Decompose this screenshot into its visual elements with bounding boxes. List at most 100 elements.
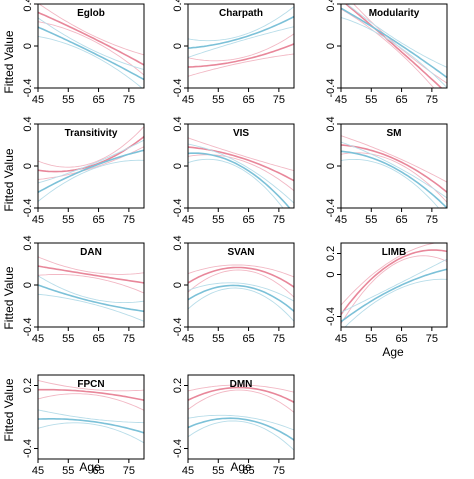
y-tick-label-dan: -0.4 — [22, 318, 34, 337]
panel-title-modularity: Modularity — [369, 8, 420, 19]
band-upper-pink-charpath — [188, 33, 294, 62]
y-tick-label-vis: 0.4 — [172, 116, 184, 131]
series-line-pink-dmn — [188, 386, 294, 404]
x-tick-label-fpcn: 75 — [123, 465, 135, 477]
plot-frame-dmn — [187, 374, 295, 460]
x-tick-label-dan: 55 — [62, 333, 74, 345]
band-upper-blue-dan — [38, 275, 144, 304]
band-upper-pink-dan — [38, 256, 144, 275]
y-tick-label-eglob: -0.4 — [22, 79, 34, 98]
y-tick-label-svan: 0.4 — [172, 235, 184, 250]
band-lower-blue-dmn — [188, 420, 294, 451]
x-tick-label-transitivity: 65 — [92, 214, 104, 226]
band-upper-blue-eglob — [38, 17, 144, 70]
y-tick-label-limb: -0.4 — [325, 307, 337, 326]
y-tick-label-svan: 0 — [172, 282, 184, 288]
panel-eglob: Eglob 45 55 65 75 -0.4 0 0.4 — [22, 0, 145, 106]
x-tick-label-sm: 45 — [335, 214, 347, 226]
panel-title-fpcn: FPCN — [77, 379, 104, 390]
x-tick-label-transitivity: 75 — [123, 214, 135, 226]
panel-dmn: DMN 45 55 65 75 -0.4 0.2 — [172, 374, 295, 477]
series-line-pink-fpcn — [38, 388, 144, 401]
y-tick-label-eglob: 0.4 — [22, 0, 34, 12]
band-upper-blue-sm — [341, 141, 447, 199]
band-upper-pink-limb — [341, 243, 438, 306]
plot-frame-fpcn — [37, 374, 145, 460]
panel-sm: SM 45 55 65 75 -0.4 0 0.4 — [325, 116, 448, 226]
y-tick-label-sm: 0.4 — [325, 116, 337, 131]
band-upper-pink-svan — [188, 264, 294, 278]
x-tick-label-dmn: 55 — [212, 465, 224, 477]
y-axis-label-row-1: Fitted Value — [2, 30, 16, 93]
series-line-blue-dmn — [188, 417, 294, 441]
y-tick-label-fpcn: -0.4 — [22, 439, 34, 458]
y-tick-label-vis: 0 — [172, 163, 184, 169]
band-lower-blue-fpcn — [38, 422, 144, 444]
band-lower-pink-dan — [38, 274, 144, 294]
series-line-pink-charpath — [188, 43, 294, 68]
x-tick-label-limb: 75 — [426, 333, 438, 345]
series-line-blue-sm — [341, 150, 447, 208]
panel-title-transitivity: Transitivity — [65, 128, 118, 139]
series-line-blue-charpath — [188, 15, 294, 49]
x-tick-label-modularity: 45 — [335, 94, 347, 106]
band-upper-blue-svan — [188, 282, 294, 302]
series-line-blue-dan — [38, 284, 144, 313]
y-axis-label-row-3: Fitted Value — [2, 266, 16, 329]
x-tick-label-limb: 45 — [335, 333, 347, 345]
x-tick-label-sm: 75 — [426, 214, 438, 226]
series-line-pink-dan — [38, 265, 144, 284]
series-line-pink-vis — [188, 146, 294, 182]
y-tick-label-charpath: -0.4 — [172, 79, 184, 98]
band-lower-blue-dan — [38, 293, 144, 322]
y-tick-label-sm: -0.4 — [325, 199, 337, 218]
series-line-blue-modularity — [341, 7, 447, 79]
band-lower-blue-eglob — [38, 35, 143, 88]
x-tick-label-vis: 55 — [212, 214, 224, 226]
band-upper-blue-dmn — [188, 414, 294, 431]
x-tick-label-modularity: 75 — [426, 94, 438, 106]
band-upper-pink-transitivity — [38, 126, 144, 168]
y-tick-label-vis: -0.4 — [172, 199, 184, 218]
x-tick-label-eglob: 45 — [32, 94, 44, 106]
band-lower-pink-vis — [188, 154, 294, 192]
band-upper-blue-modularity — [346, 4, 447, 68]
y-tick-label-dan: 0.4 — [22, 235, 34, 250]
x-tick-label-dan: 65 — [92, 333, 104, 345]
x-tick-label-svan: 45 — [182, 333, 194, 345]
band-lower-blue-charpath — [188, 26, 294, 58]
series-line-pink-limb — [341, 249, 447, 315]
band-upper-pink-sm — [341, 135, 447, 183]
panel-vis: VIS 45 55 65 75 -0.4 0 0.4 — [172, 116, 295, 226]
x-tick-label-vis: 65 — [242, 214, 254, 226]
band-lower-pink-sm — [341, 152, 447, 203]
x-axis-label-limb: Age — [382, 345, 404, 359]
band-lower-pink-eglob — [38, 21, 144, 76]
panel-title-limb: LIMB — [382, 247, 406, 258]
band-lower-blue-svan — [188, 287, 294, 322]
panel-title-dan: DAN — [80, 247, 102, 258]
x-tick-label-sm: 55 — [365, 214, 377, 226]
x-tick-label-svan: 65 — [242, 333, 254, 345]
panel-title-eglob: Eglob — [77, 8, 105, 19]
x-tick-label-transitivity: 55 — [62, 214, 74, 226]
x-axis-label-dmn: Age — [230, 460, 252, 474]
panel-title-charpath: Charpath — [219, 8, 263, 19]
band-upper-pink-dmn — [188, 384, 294, 393]
panel-title-dmn: DMN — [230, 379, 253, 390]
panel-title-svan: SVAN — [227, 247, 254, 258]
band-upper-blue-vis — [188, 143, 294, 204]
y-tick-label-fpcn: 0.2 — [22, 378, 34, 393]
band-lower-pink-modularity — [341, 8, 435, 88]
y-tick-label-charpath: 0 — [172, 43, 184, 49]
y-axis-label-row-2: Fitted Value — [2, 148, 16, 211]
x-tick-label-fpcn: 55 — [62, 465, 74, 477]
band-lower-blue-modularity — [341, 17, 447, 88]
x-tick-label-charpath: 75 — [273, 94, 285, 106]
y-tick-label-limb: 0 — [325, 271, 337, 277]
y-tick-label-limb: 0.2 — [325, 246, 337, 261]
y-tick-label-transitivity: 0 — [22, 163, 34, 169]
y-tick-label-transitivity: -0.4 — [22, 199, 34, 218]
panel-fpcn: FPCN 45 55 65 75 -0.4 0.2 — [22, 374, 145, 477]
